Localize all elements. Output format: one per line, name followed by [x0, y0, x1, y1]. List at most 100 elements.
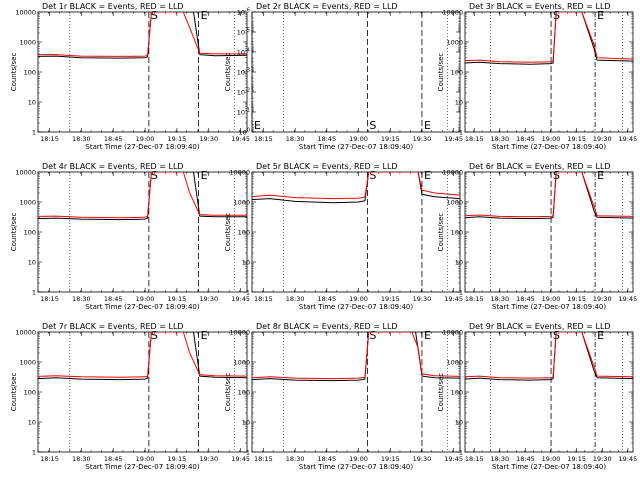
x-tick-label: 18:15 [254, 135, 273, 143]
y-tick-label: 1000 [19, 39, 36, 47]
marker-label-e: E [597, 169, 604, 182]
x-tick-label: 18:30 [72, 295, 91, 303]
marker-label-s: S [369, 329, 376, 342]
x-tick-label: 18:45 [516, 295, 535, 303]
panel-det-3r: Det 3r BLACK = Events, RED = LLD 18:15 18:… [437, 2, 637, 151]
panel-det-5r: Det 5r BLACK = Events, RED = LLD 18:15 18:… [224, 162, 463, 311]
panel-title: Det 7r BLACK = Events, RED = LLD [42, 322, 184, 331]
x-tick-label: 19:15 [567, 135, 586, 143]
plot-frame [37, 11, 248, 133]
y-tick-label: 1000 [233, 199, 250, 207]
x-tick-label: 19:45 [231, 295, 250, 303]
y-tick-label: 10 [28, 259, 36, 267]
y-axis-label: Counts/sec [437, 213, 445, 252]
marker-label-s: S [151, 329, 158, 342]
y-axis-label: Counts/sec [437, 53, 445, 92]
y-tick-label: 10 [455, 419, 463, 427]
panel-det-9r: Det 9r BLACK = Events, RED = LLD 18:15 18:… [437, 322, 637, 471]
x-tick-label: 18:45 [317, 295, 336, 303]
series-line-events [38, 12, 247, 59]
marker-label-e: E [424, 119, 431, 132]
y-axis-label: Counts/sec [224, 373, 232, 412]
x-tick-label: 19:15 [381, 455, 400, 463]
x-tick-label: 18:15 [465, 135, 484, 143]
x-tick-label: 18:30 [490, 455, 509, 463]
x-tick-label: 18:45 [516, 135, 535, 143]
y-tick-label: 100 [239, 128, 250, 137]
y-tick-label: 10000 [15, 169, 36, 177]
marker-label-e: E [424, 169, 431, 182]
y-tick-label: 10-5 [237, 28, 250, 37]
plot-frame [464, 331, 634, 453]
x-axis-label: Start Time (27-Dec-07 18:09:40) [299, 463, 413, 471]
x-tick-label: 18:45 [317, 135, 336, 143]
x-tick-label: 19:00 [349, 295, 368, 303]
x-tick-label: 19:30 [593, 455, 612, 463]
plot-frame [251, 171, 461, 293]
series-line-lld [465, 172, 633, 218]
marker-label-e: E [201, 169, 208, 182]
y-tick-label: 100 [24, 69, 36, 77]
y-tick-label: 100 [451, 389, 463, 397]
x-tick-label: 19:45 [231, 135, 250, 143]
y-tick-label: 10000 [15, 329, 36, 337]
panel-title: Det 6r BLACK = Events, RED = LLD [469, 162, 611, 171]
x-tick-label: 18:30 [286, 135, 305, 143]
x-tick-label: 19:15 [168, 455, 187, 463]
y-tick-label: 1 [32, 289, 36, 297]
y-tick-label: 1000 [233, 359, 250, 367]
y-tick-label: 1000 [446, 39, 463, 47]
marker-label-s: S [553, 169, 560, 182]
y-tick-label: 10 [455, 99, 463, 107]
x-tick-label: 19:45 [444, 455, 463, 463]
y-tick-label: 10000 [229, 169, 250, 177]
y-tick-label: 100 [238, 229, 250, 237]
panel-title: Det 2r BLACK = Events, RED = LLD [256, 2, 398, 11]
y-tick-label: 1 [459, 289, 463, 297]
y-tick-label: 1 [459, 129, 463, 137]
y-tick-label: 100 [451, 229, 463, 237]
marker-label-e: E [254, 119, 261, 132]
y-axis-label: Counts/sec [10, 373, 18, 412]
marker-label-e: E [424, 329, 431, 342]
x-tick-label: 19:00 [136, 295, 155, 303]
marker-label-e: E [597, 9, 604, 22]
y-tick-label: 10000 [442, 169, 463, 177]
x-axis-label: Start Time (27-Dec-07 18:09:40) [492, 303, 606, 311]
y-tick-label: 1 [246, 289, 250, 297]
x-tick-label: 19:15 [168, 295, 187, 303]
x-tick-label: 18:45 [104, 455, 123, 463]
plot-frame [37, 171, 248, 293]
y-tick-label: 10000 [15, 9, 36, 17]
y-tick-label: 10-2 [237, 88, 250, 97]
x-tick-label: 19:30 [413, 455, 432, 463]
x-tick-label: 19:00 [542, 135, 561, 143]
x-tick-label: 18:15 [40, 135, 59, 143]
x-tick-label: 18:15 [254, 295, 273, 303]
x-tick-label: 19:45 [444, 135, 463, 143]
x-tick-label: 18:30 [72, 455, 91, 463]
y-axis-label: Counts/sec [224, 53, 232, 92]
y-tick-label: 1000 [19, 199, 36, 207]
x-tick-label: 18:45 [317, 455, 336, 463]
x-tick-label: 19:00 [136, 455, 155, 463]
marker-label-s: S [151, 9, 158, 22]
series-line-lld [252, 332, 460, 380]
y-axis-label: Counts/sec [224, 213, 232, 252]
y-tick-label: 100 [24, 389, 36, 397]
y-axis-label: Counts/sec [10, 213, 18, 252]
y-tick-label: 10-4 [237, 48, 250, 57]
series-line-events [252, 332, 460, 382]
series-line-lld [38, 12, 247, 57]
y-tick-label: 1 [32, 449, 36, 457]
x-tick-label: 18:30 [286, 455, 305, 463]
x-tick-label: 19:45 [619, 135, 638, 143]
x-tick-label: 19:00 [349, 135, 368, 143]
x-tick-label: 18:15 [465, 295, 484, 303]
x-tick-label: 19:45 [619, 455, 638, 463]
y-axis-label: Counts/sec [10, 53, 18, 92]
x-tick-label: 19:30 [413, 295, 432, 303]
x-tick-label: 19:00 [136, 135, 155, 143]
series-line-events [38, 332, 247, 381]
